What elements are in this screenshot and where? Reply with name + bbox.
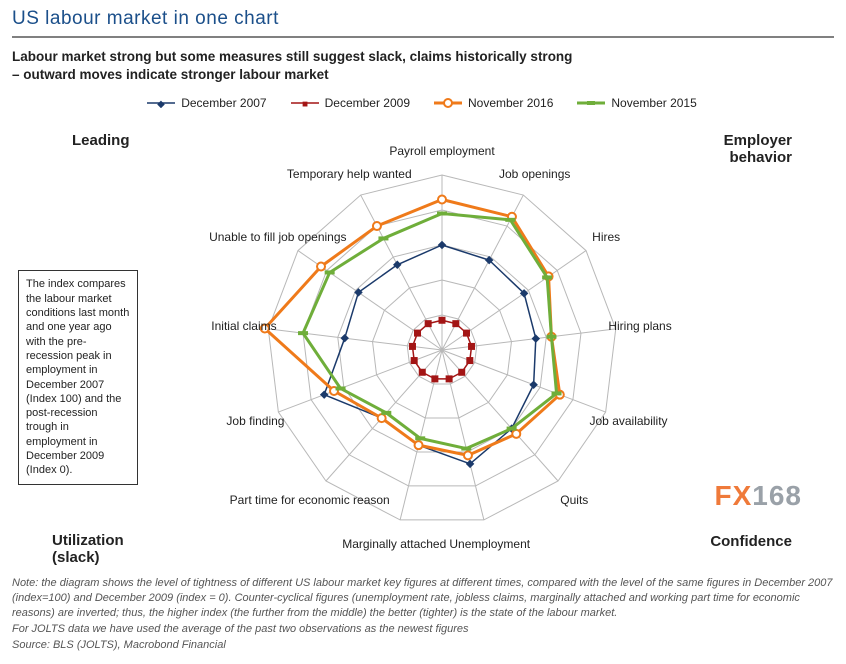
- axis-label: Job availability: [590, 414, 668, 428]
- subtitle-line2: – outward moves indicate stronger labour…: [12, 67, 329, 82]
- axis-label: Job openings: [499, 167, 570, 181]
- subtitle: Labour market strong but some measures s…: [12, 48, 834, 84]
- axis-label: Quits: [560, 493, 588, 507]
- quadrant-confidence: Confidence: [710, 533, 792, 550]
- axis-label: Unable to fill job openings: [209, 230, 346, 244]
- quadrant-leading: Leading: [72, 132, 130, 149]
- axis-label: Marginally attached: [342, 537, 446, 551]
- axis-label: Hires: [592, 230, 620, 244]
- note-line: For JOLTS data we have used the average …: [12, 622, 834, 637]
- legend-item: November 2015: [577, 96, 696, 110]
- watermark: FX168: [715, 480, 803, 512]
- legend-item: ■December 2009: [291, 96, 410, 110]
- axis-label: Hiring plans: [608, 319, 671, 333]
- watermark-fx: FX: [715, 480, 753, 511]
- page-title: US labour market in one chart: [12, 8, 834, 38]
- axis-label: Initial claims: [211, 319, 276, 333]
- svg-text:■: ■: [302, 99, 308, 108]
- chart-container: US labour market in one chart Labour mar…: [0, 0, 846, 664]
- legend-item: November 2016: [434, 96, 553, 110]
- subtitle-line1: Labour market strong but some measures s…: [12, 49, 572, 64]
- watermark-n: 168: [752, 480, 802, 511]
- note-line: Note: the diagram shows the level of tig…: [12, 576, 834, 621]
- svg-text:◆: ◆: [157, 99, 165, 108]
- quadrant-employer: Employer behavior: [672, 132, 792, 166]
- note-line: Source: BLS (JOLTS), Macrobond Financial: [12, 638, 834, 653]
- info-box: The index compares the labour market con…: [18, 270, 138, 484]
- legend: ◆December 2007 ■December 2009 November 201…: [12, 96, 832, 111]
- chart-area: ◆December 2007 ■December 2009 November 201…: [12, 90, 832, 570]
- footnotes: Note: the diagram shows the level of tig…: [12, 576, 834, 652]
- axis-label: Unemployment: [449, 537, 530, 551]
- legend-item: ◆December 2007: [147, 96, 266, 110]
- axis-label: Part time for economic reason: [230, 493, 390, 507]
- quadrant-utilization: Utilization (slack): [52, 532, 172, 566]
- axis-label: Job finding: [226, 414, 284, 428]
- axis-label: Payroll employment: [389, 144, 494, 158]
- axis-label: Temporary help wanted: [287, 167, 412, 181]
